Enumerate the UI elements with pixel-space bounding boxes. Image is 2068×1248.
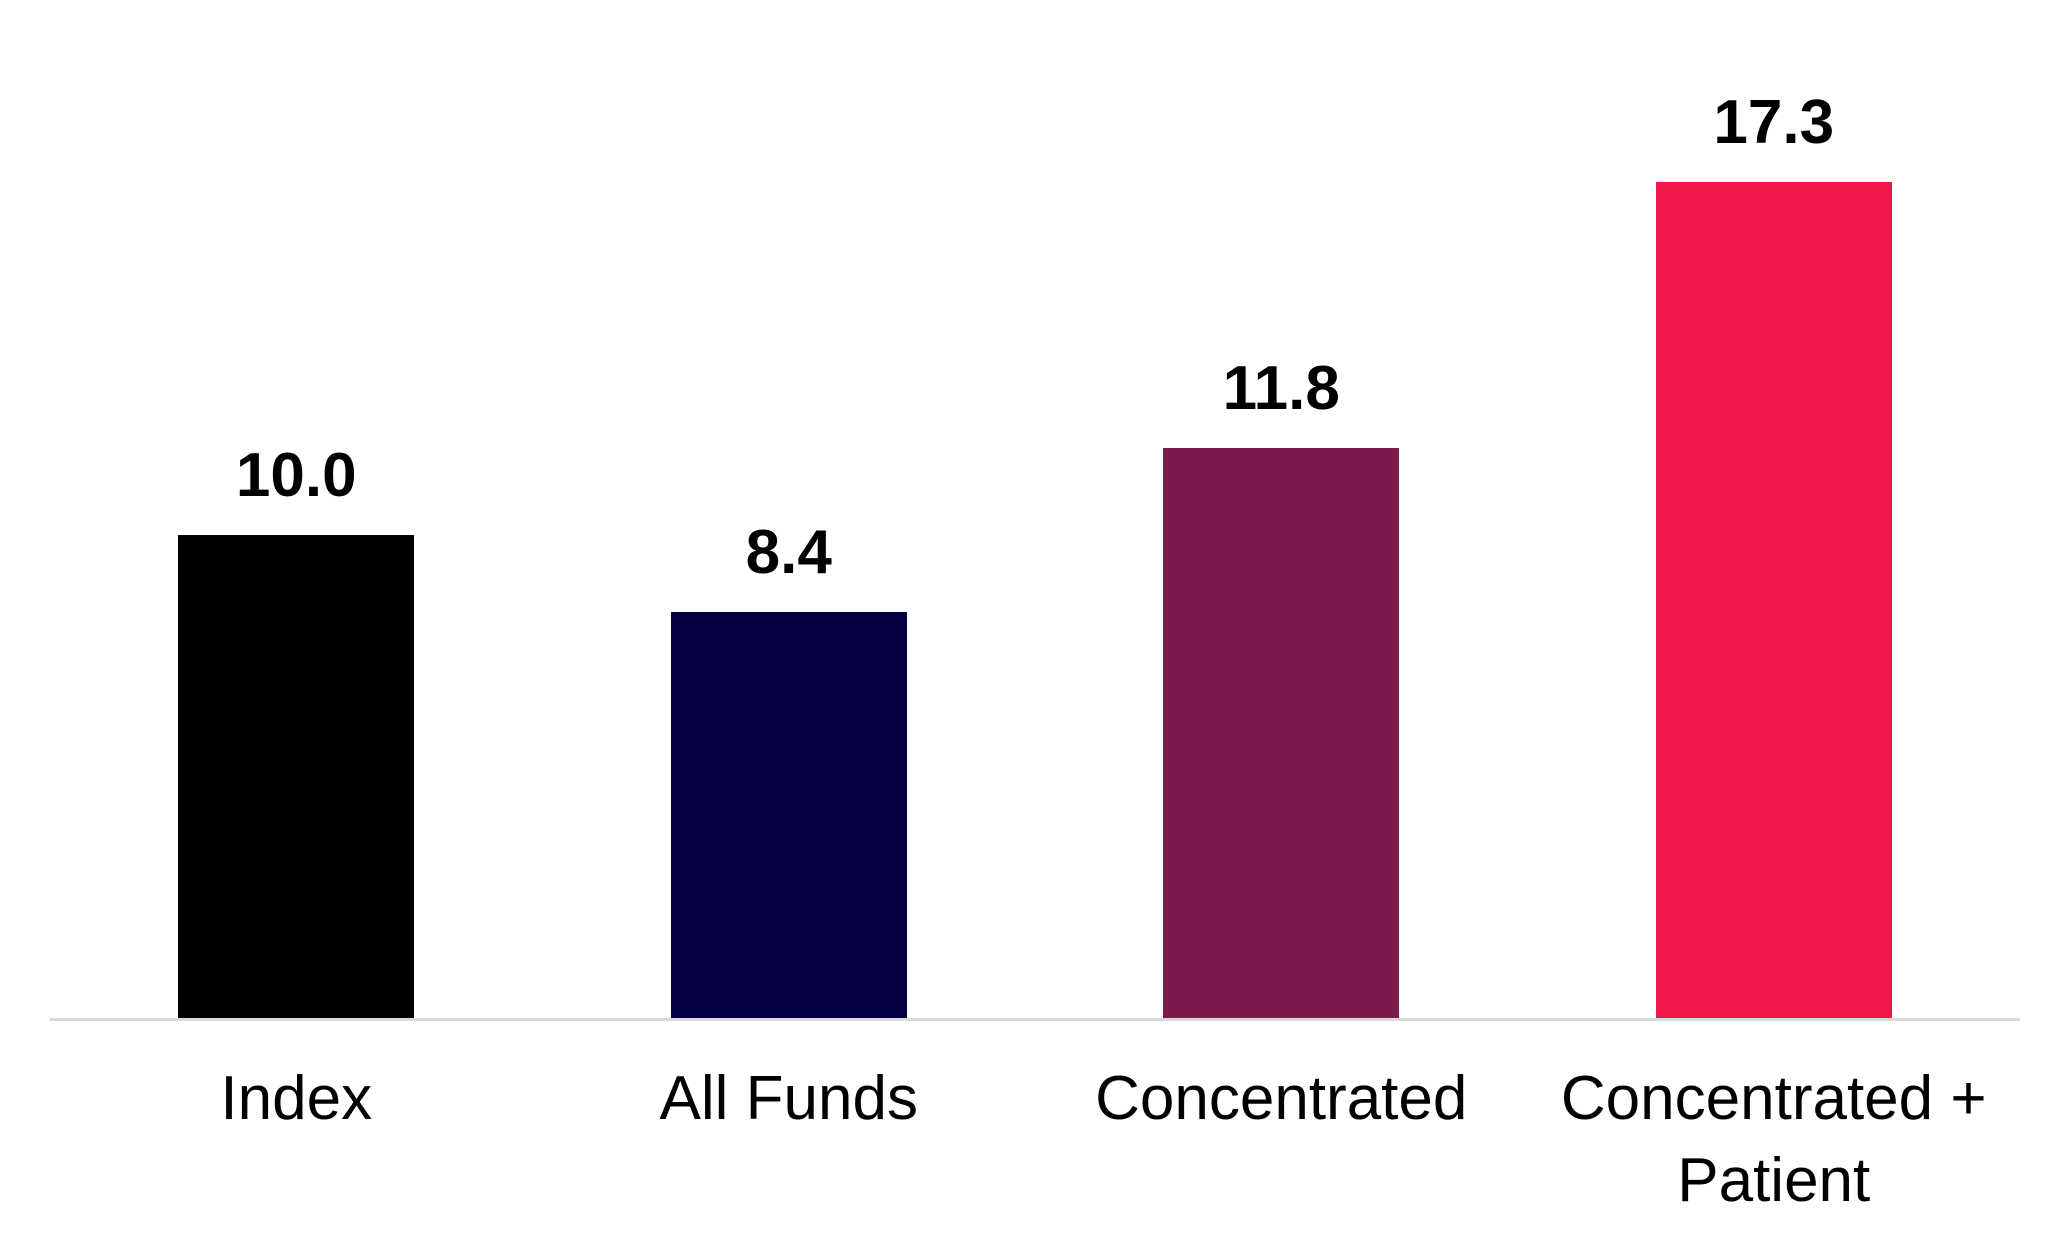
bar-value-label-index: 10.0 <box>235 441 357 510</box>
bar-value-label-concentrated-patient: 17.3 <box>1713 88 1835 158</box>
bar-all-funds <box>670 612 907 1018</box>
category-label-concentrated-patient: Concentrated + Patient <box>1560 1064 1987 1215</box>
bar-value-label-all-funds: 8.4 <box>745 518 832 588</box>
x-axis-line <box>50 1018 2020 1021</box>
bar-concentrated <box>1163 448 1400 1018</box>
category-label-all-funds: All Funds <box>659 1064 918 1133</box>
bar-index <box>178 535 415 1018</box>
category-label-index: Index <box>220 1064 373 1133</box>
bar-concentrated-patient <box>1655 182 1892 1018</box>
bar-value-label-concentrated: 11.8 <box>1222 354 1340 424</box>
category-label-concentrated: Concentrated <box>1095 1064 1468 1133</box>
